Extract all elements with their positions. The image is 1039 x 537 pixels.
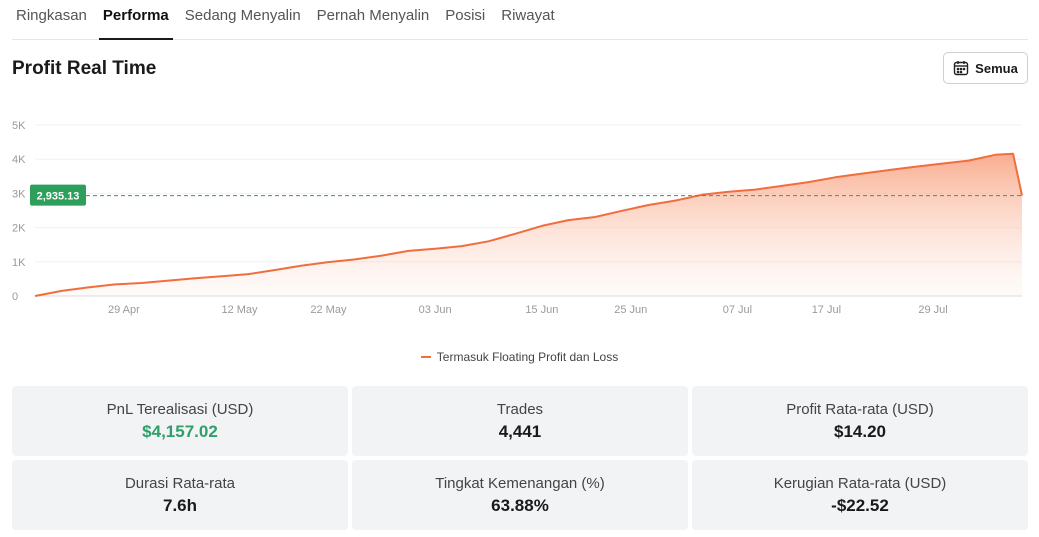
y-tick-label: 2K: [12, 223, 26, 235]
x-tick-label: 03 Jun: [419, 304, 452, 316]
tab-ringkasan[interactable]: Ringkasan: [16, 7, 87, 24]
x-tick-label: 17 Jul: [812, 304, 841, 316]
calendar-icon: [953, 61, 969, 76]
x-tick-label: 15 Jun: [525, 304, 558, 316]
legend-label: Termasuk Floating Profit dan Loss: [436, 350, 619, 364]
x-tick-label: 29 Apr: [108, 304, 140, 316]
stat-label: PnL Terealisasi (USD): [106, 400, 254, 418]
x-tick-label: 25 Jun: [614, 304, 647, 316]
stat-value: $4,157.02: [142, 421, 218, 441]
y-tick-label: 3K: [12, 188, 26, 200]
legend-swatch: [420, 356, 431, 358]
x-tick-label: 29 Jul: [918, 304, 947, 316]
y-tick-label: 1K: [12, 257, 26, 269]
stat-label: Trades: [496, 400, 544, 418]
current-value-label: 2,935.13: [37, 191, 80, 203]
tab-pernah-menyalin[interactable]: Pernah Menyalin: [316, 7, 430, 24]
stat-label: Profit Rata-rata (USD): [786, 400, 934, 418]
stat-label: Durasi Rata-rata: [124, 474, 236, 492]
stat-card-avg-loss: Kerugian Rata-rata (USD) -$22.52: [692, 460, 1028, 530]
x-tick-label: 22 May: [310, 304, 347, 316]
stat-card-realized-pnl: PnL Terealisasi (USD) $4,157.02: [12, 386, 348, 456]
stat-value: 4,441: [498, 421, 542, 441]
tab-bar: Ringkasan Performa Sedang Menyalin Perna…: [12, 0, 1028, 40]
x-tick-label: 07 Jul: [723, 304, 752, 316]
stat-card-trades: Trades 4,441: [352, 386, 688, 456]
stat-card-avg-profit: Profit Rata-rata (USD) $14.20: [692, 386, 1028, 456]
current-value-badge: [30, 184, 86, 206]
tab-performa[interactable]: Performa: [98, 0, 173, 40]
y-tick-label: 5K: [12, 120, 26, 132]
tab-sedang-menyalin[interactable]: Sedang Menyalin: [184, 7, 301, 24]
stat-card-avg-duration: Durasi Rata-rata 7.6h: [12, 460, 348, 530]
stat-value: $14.20: [834, 421, 886, 441]
tab-posisi[interactable]: Posisi: [445, 7, 486, 24]
chart-legend[interactable]: Termasuk Floating Profit dan Loss: [0, 350, 1039, 364]
tab-riwayat[interactable]: Riwayat: [501, 7, 555, 24]
y-tick-label: 0: [12, 291, 18, 303]
stat-value: 63.88%: [491, 495, 549, 515]
period-filter-button[interactable]: Semua: [943, 52, 1028, 84]
y-tick-label: 4K: [12, 154, 26, 166]
stat-label: Kerugian Rata-rata (USD): [773, 474, 947, 492]
stat-value: 7.6h: [162, 495, 198, 515]
profit-chart: 0 1K 2K 3K 4K 5K 29 Apr 12 May 22 May 03 Jun 15 J…: [12, 120, 1023, 316]
x-tick-label: 12 May: [221, 304, 258, 316]
profit-area: [35, 153, 1022, 296]
stat-card-win-rate: Tingkat Kemenangan (%) 63.88%: [352, 460, 688, 530]
period-filter-label: Semua: [975, 60, 1018, 76]
profit-line: [34, 152, 1023, 297]
stat-label: Tingkat Kemenangan (%): [435, 474, 605, 492]
stats-grid: PnL Terealisasi (USD) $4,157.02 Trades 4…: [12, 386, 1028, 530]
stat-value: -$22.52: [831, 495, 889, 515]
page-title: Profit Real Time: [12, 58, 157, 79]
